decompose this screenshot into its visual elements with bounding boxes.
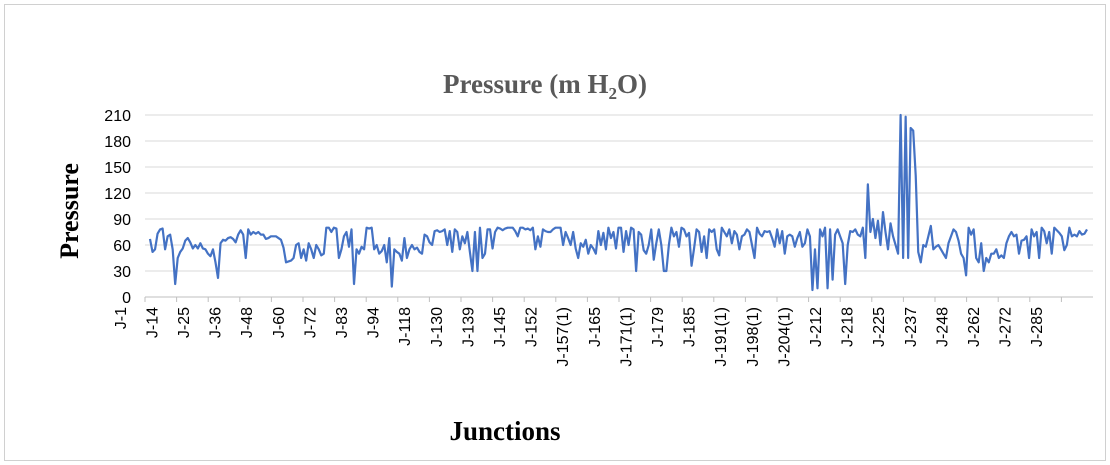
y-tick-label: 210 bbox=[104, 108, 131, 125]
series-layer bbox=[148, 113, 1088, 292]
chart-title-main: Pressure (m H bbox=[443, 69, 608, 99]
x-tick-label: J-204(1) bbox=[776, 307, 793, 367]
line-chart: Pressure (m H2O) 0 30 60 90 120 150 180 210 J-1… bbox=[55, 69, 1093, 446]
x-tick-label: J-171(1) bbox=[618, 307, 635, 367]
x-tick-label: J-272 bbox=[998, 307, 1015, 347]
chart-title-subscript: 2 bbox=[608, 84, 617, 103]
x-tick-label: J-185 bbox=[682, 307, 699, 347]
x-tick-label: J-72 bbox=[302, 307, 319, 338]
x-tick-label: J-165 bbox=[587, 307, 604, 347]
x-tick-label: J-36 bbox=[208, 307, 225, 338]
x-tick-label: J-191(1) bbox=[713, 307, 730, 367]
x-tick-label: J-83 bbox=[334, 307, 351, 338]
x-tick-label: J-225 bbox=[871, 307, 888, 347]
x-tick-label: J-218 bbox=[840, 307, 857, 347]
y-tick-label: 120 bbox=[104, 186, 131, 203]
chart-title: Pressure (m H2O) bbox=[443, 69, 647, 103]
x-tick-label: J-139 bbox=[460, 307, 477, 347]
x-tick-label: J-285 bbox=[1029, 307, 1046, 347]
x-tick-label: J-94 bbox=[366, 307, 383, 338]
x-tick-label: J-198(1) bbox=[745, 307, 762, 367]
x-tick-label: J-1 bbox=[113, 307, 130, 329]
series-line bbox=[148, 113, 1088, 292]
x-tick-label: J-248 bbox=[934, 307, 951, 347]
y-tick-label: 60 bbox=[113, 238, 131, 255]
y-axis-title: Pressure bbox=[55, 163, 84, 259]
x-tick-label: J-130 bbox=[429, 307, 446, 347]
x-tick-label: J-145 bbox=[492, 307, 509, 347]
y-tick-label: 180 bbox=[104, 134, 131, 151]
y-axis-ticks: 0 30 60 90 120 150 180 210 bbox=[104, 108, 131, 307]
y-tick-label: 30 bbox=[113, 264, 131, 281]
x-tick-label: J-25 bbox=[176, 307, 193, 338]
y-tick-label: 90 bbox=[113, 212, 131, 229]
y-tick-label: 150 bbox=[104, 160, 131, 177]
x-axis-title: Junctions bbox=[449, 416, 560, 446]
x-tick-label: J-179 bbox=[650, 307, 667, 347]
y-tick-label: 0 bbox=[122, 290, 131, 307]
gridlines bbox=[145, 114, 1093, 298]
x-tick-label: J-14 bbox=[144, 307, 161, 338]
chart-frame: Pressure (m H2O) 0 30 60 90 120 150 180 210 J-1… bbox=[4, 4, 1106, 461]
x-tick-label: J-118 bbox=[397, 307, 414, 346]
x-tick-label: J-212 bbox=[808, 307, 825, 347]
x-tick-label: J-237 bbox=[903, 307, 920, 347]
x-tick-label: J-262 bbox=[966, 307, 983, 347]
x-tick-label: J-48 bbox=[239, 307, 256, 338]
x-tick-label: J-60 bbox=[271, 307, 288, 338]
chart-title-end: O) bbox=[617, 69, 647, 99]
x-tick-label: J-152 bbox=[524, 307, 541, 347]
x-tick-label: J-157(1) bbox=[555, 307, 572, 367]
x-axis-ticks: J-1 J-14 J-25 J-36 J-48 J-60 J-72 J-83 J-94 J-118… bbox=[113, 297, 1062, 367]
